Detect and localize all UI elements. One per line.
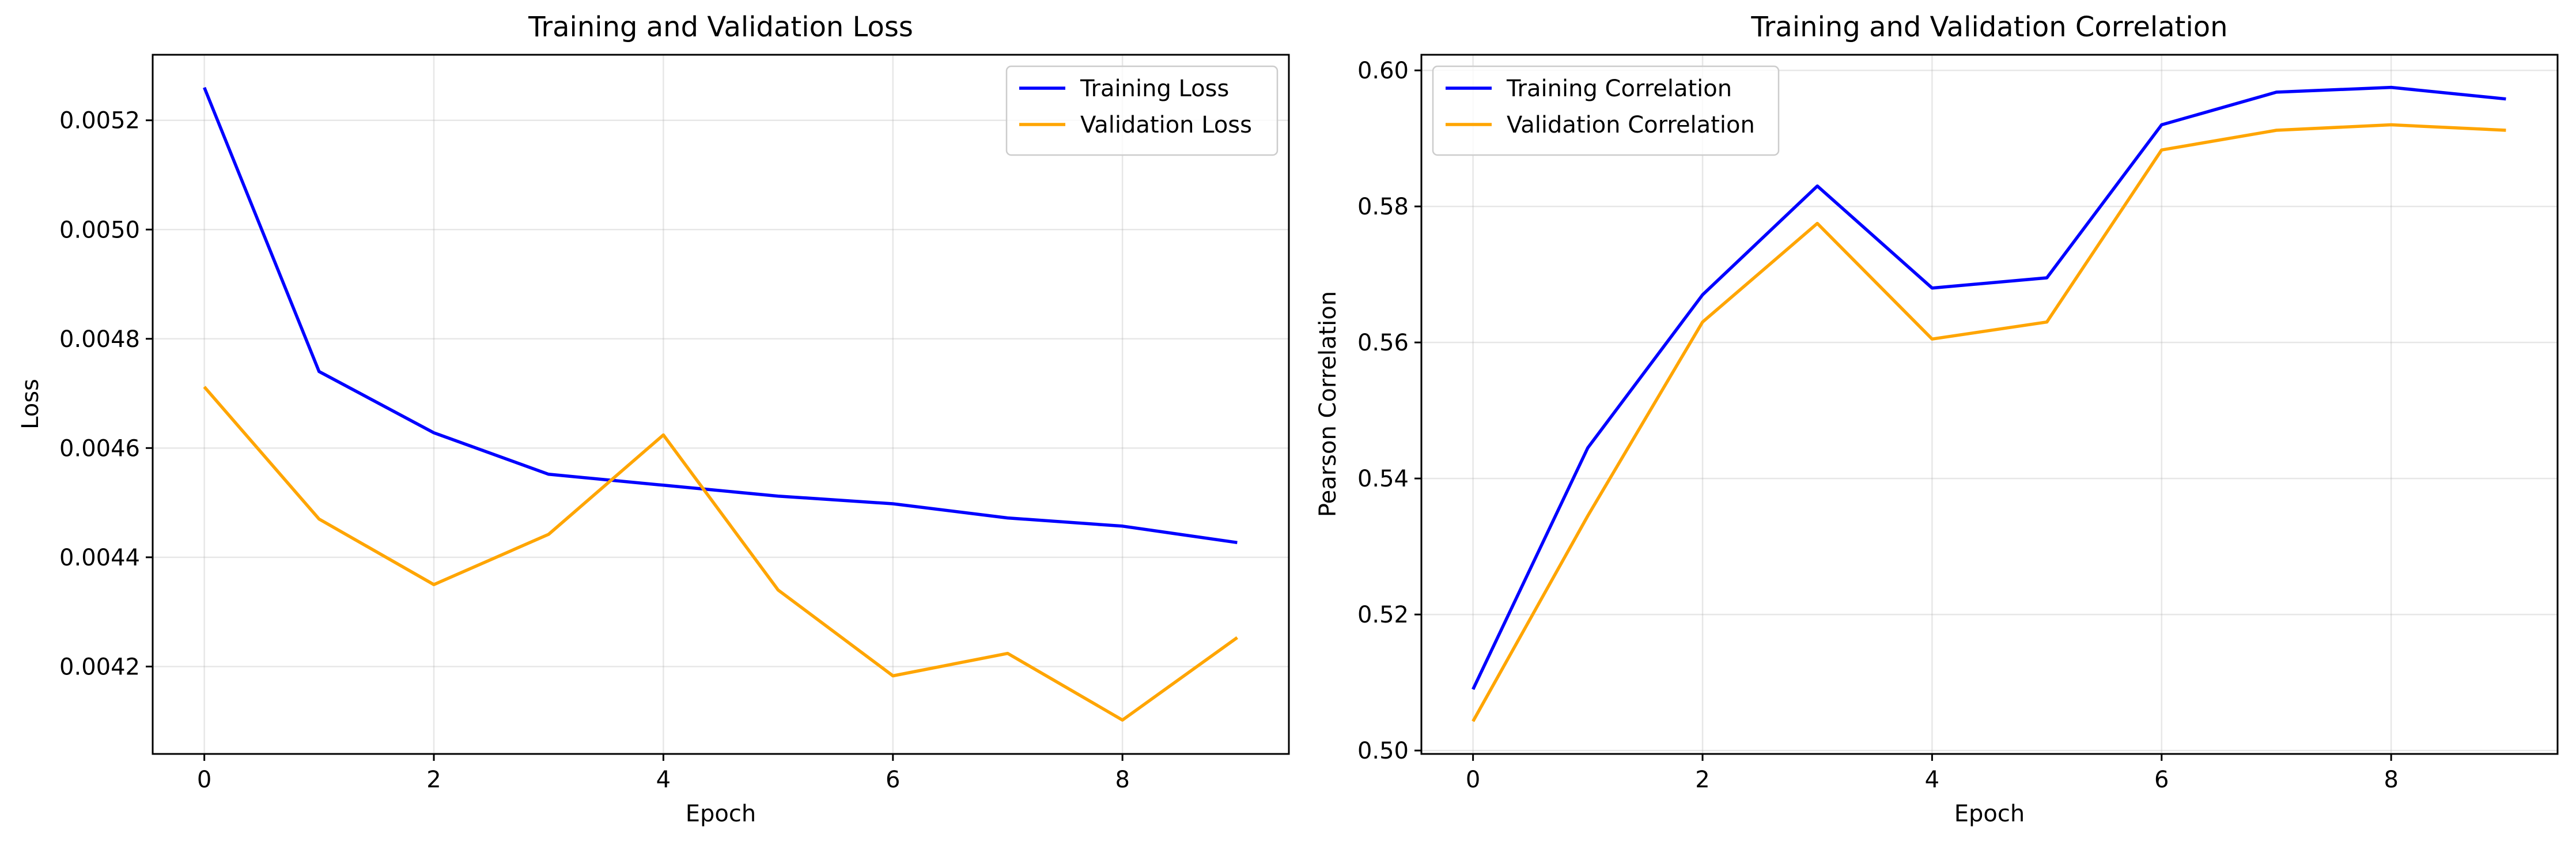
correlation-chart-title: Training and Validation Correlation bbox=[1750, 11, 2227, 43]
y-tick-label: 0.0052 bbox=[59, 108, 140, 134]
y-tick-label: 0.52 bbox=[1357, 602, 1409, 628]
correlation-chart-ticks: 0 2 4 6 8 0.50 0.52 0.54 0.56 0.58 0.60 bbox=[1357, 58, 2399, 793]
x-tick-label: 4 bbox=[1925, 767, 1939, 793]
legend-box bbox=[1432, 65, 1780, 156]
y-tick-label: 0.0042 bbox=[59, 654, 140, 680]
legend-box bbox=[1005, 65, 1278, 156]
loss-chart-x-axis-label: Epoch bbox=[686, 801, 756, 827]
y-tick-label: 0.54 bbox=[1357, 466, 1409, 492]
loss-chart-ticks: 0 2 4 6 8 0.0042 0.0044 0.0046 0.0048 0.0050 0.005… bbox=[59, 108, 1130, 793]
correlation-chart-series bbox=[1472, 85, 2506, 722]
y-tick-label: 0.0048 bbox=[59, 326, 140, 353]
x-tick-label: 8 bbox=[1115, 767, 1129, 793]
loss-chart-legend: Training Loss Validation Loss bbox=[1005, 65, 1278, 156]
loss-chart-frame bbox=[152, 54, 1290, 755]
loss-chart-series bbox=[203, 86, 1239, 722]
y-tick-label: 0.0044 bbox=[59, 545, 140, 571]
x-tick-label: 0 bbox=[1466, 767, 1480, 793]
loss-chart-y-axis-label: Loss bbox=[17, 379, 44, 429]
validation-correlation-line bbox=[1472, 123, 2506, 722]
y-tick-label: 0.56 bbox=[1357, 330, 1409, 356]
x-tick-label: 2 bbox=[1695, 767, 1709, 793]
validation-loss-legend-label: Validation Loss bbox=[1080, 112, 1252, 138]
validation-correlation-legend-label: Validation Correlation bbox=[1507, 112, 1755, 138]
y-tick-label: 0.0050 bbox=[59, 217, 140, 243]
training-correlation-legend-label: Training Correlation bbox=[1506, 76, 1732, 102]
validation-loss-line bbox=[203, 386, 1239, 722]
correlation-chart-frame bbox=[1420, 54, 2559, 755]
x-tick-label: 4 bbox=[656, 767, 671, 793]
training-loss-line bbox=[203, 86, 1238, 545]
y-tick-label: 0.0046 bbox=[59, 435, 140, 462]
x-tick-label: 8 bbox=[2384, 767, 2398, 793]
loss-chart-title: Training and Validation Loss bbox=[528, 11, 913, 43]
loss-chart: Training and Validation Loss 0 2 4 6 8 0.0042… bbox=[17, 11, 1290, 827]
x-tick-label: 6 bbox=[886, 767, 900, 793]
correlation-chart: Training and Validation Correlation 0 2 4 6… bbox=[1315, 11, 2559, 827]
training-loss-legend-label: Training Loss bbox=[1080, 76, 1229, 102]
x-tick-label: 6 bbox=[2154, 767, 2169, 793]
correlation-chart-legend: Training Correlation Validation Correlati… bbox=[1432, 65, 1780, 156]
x-tick-label: 0 bbox=[197, 767, 211, 793]
y-tick-label: 0.50 bbox=[1357, 738, 1409, 764]
training-correlation-line bbox=[1472, 85, 2506, 691]
correlation-chart-y-axis-label: Pearson Correlation bbox=[1315, 291, 1341, 517]
correlation-chart-grid bbox=[1421, 55, 2558, 754]
y-tick-label: 0.58 bbox=[1357, 194, 1409, 220]
y-tick-label: 0.60 bbox=[1357, 58, 1409, 84]
x-tick-label: 2 bbox=[426, 767, 441, 793]
correlation-chart-x-axis-label: Epoch bbox=[1954, 801, 2025, 827]
loss-chart-grid bbox=[153, 55, 1289, 754]
